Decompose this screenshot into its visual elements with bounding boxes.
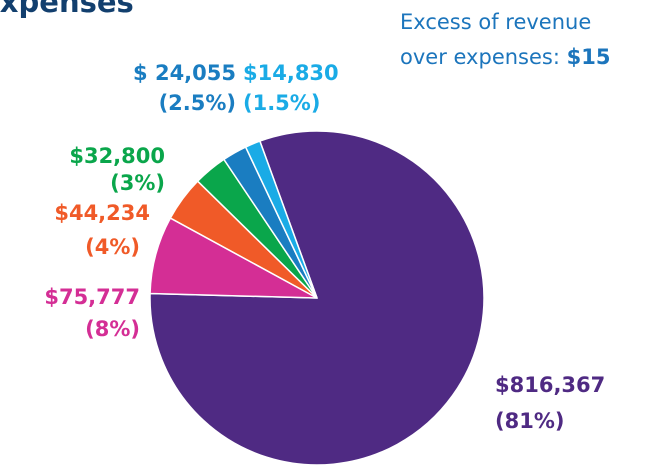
value-label: $14,830	[243, 61, 339, 85]
percentage-label: (81%)	[495, 409, 564, 433]
pie-slice	[244, 140, 318, 299]
annotation-line: over expenses: $15	[400, 45, 610, 69]
annotation-amount: $15	[567, 45, 611, 69]
percentage-label: (2.5%)	[159, 91, 236, 115]
percentage-label: (3%)	[110, 171, 165, 195]
annotation-text: over expenses:	[400, 45, 560, 69]
chart-title: Expenses	[0, 0, 134, 19]
annotation-line: Excess of revenue	[400, 10, 591, 34]
value-label: $44,234	[54, 201, 150, 225]
value-label: $75,777	[44, 285, 140, 309]
percentage-label: (8%)	[85, 317, 140, 341]
percentage-label: (4%)	[85, 235, 140, 259]
percentage-label: (1.5%)	[243, 91, 320, 115]
value-label: $816,367	[495, 373, 605, 397]
value-label: $ 24,055	[133, 61, 236, 85]
value-label: $32,800	[69, 144, 165, 168]
